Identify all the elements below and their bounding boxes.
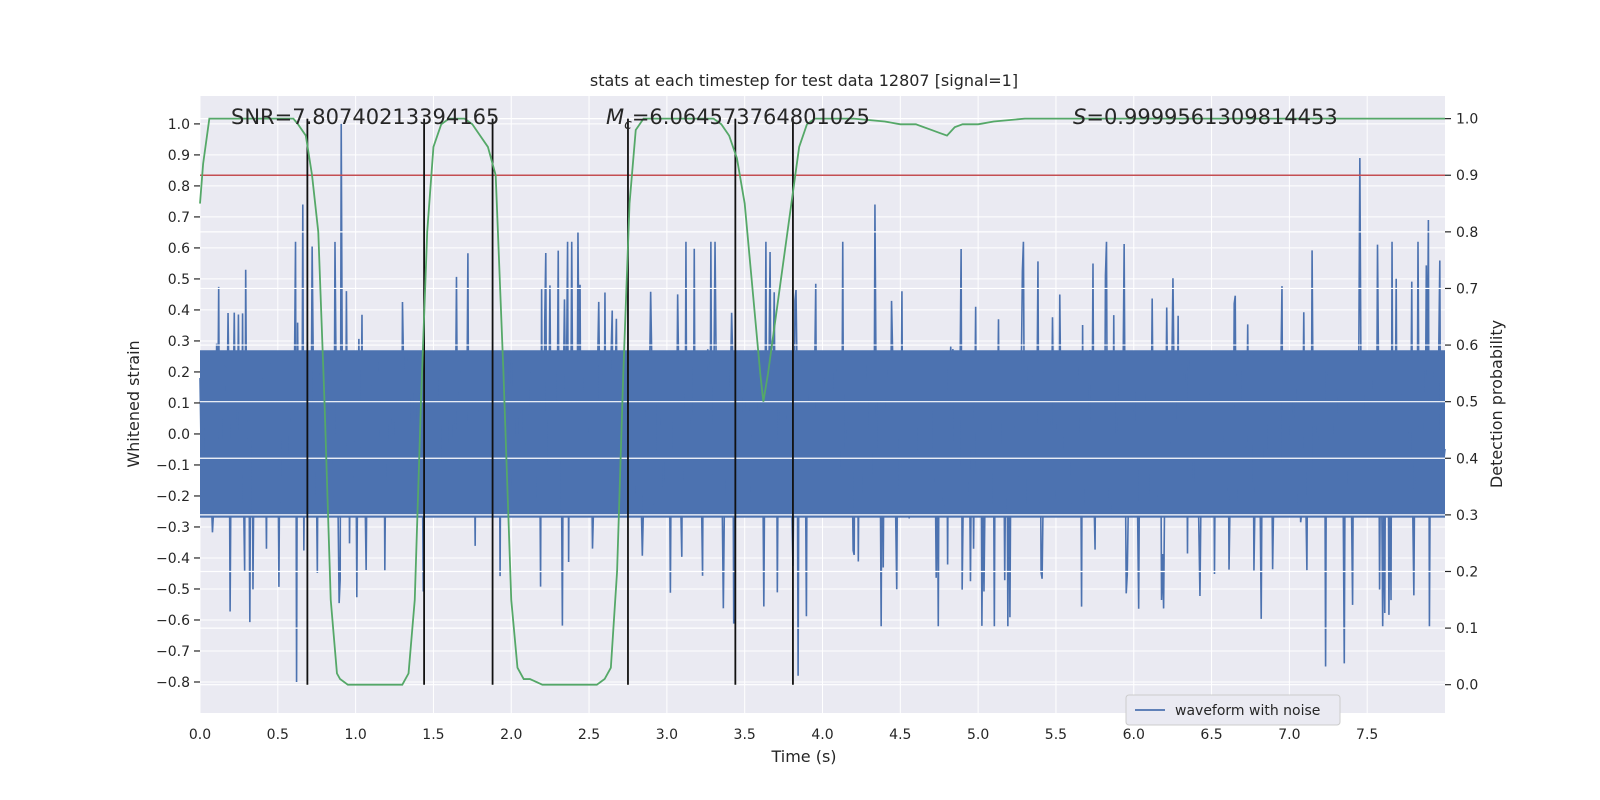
x-tick-label: 2.5 — [578, 727, 600, 743]
waveform-line — [199, 123, 1446, 682]
y2-tick-label: 0.5 — [1456, 395, 1478, 411]
y-tick-label: −0.4 — [156, 551, 190, 567]
waveform-series — [199, 123, 1446, 682]
y-tick-label: 0.9 — [168, 148, 190, 164]
y2-tick-label: 0.0 — [1456, 678, 1478, 694]
y-tick-label: 0.2 — [168, 365, 190, 381]
y2-tick-label: 0.8 — [1456, 225, 1478, 241]
y-tick-label: −0.8 — [156, 675, 190, 691]
right-axis-gridlines — [200, 118, 1445, 686]
mc-annotation: Mc=6.064573764801025 — [606, 105, 870, 133]
event-markers — [306, 118, 794, 685]
y-tick-label: −0.2 — [156, 489, 190, 505]
s-annotation: S=0.9999561309814453 — [1073, 105, 1338, 129]
y-tick-label: 0.4 — [168, 303, 190, 319]
y-tick-label: −0.7 — [156, 644, 190, 660]
x-tick-label: 0.0 — [189, 727, 211, 743]
x-tick-label: 4.0 — [811, 727, 833, 743]
y-axis-label: Whitened strain — [124, 340, 143, 467]
y2-tick-label: 0.6 — [1456, 338, 1478, 354]
y2-tick-label: 1.0 — [1456, 112, 1478, 128]
legend-box — [1125, 694, 1341, 726]
y-tick-label: −0.5 — [156, 582, 190, 598]
y-tick-label: −0.1 — [156, 458, 190, 474]
x-tick-label: 2.0 — [500, 727, 522, 743]
y-tick-label: −0.6 — [156, 613, 190, 629]
x-tick-label: 0.5 — [267, 727, 289, 743]
y2-tick-label: 0.3 — [1456, 508, 1478, 524]
x-tick-label: 1.5 — [422, 727, 444, 743]
x-tick-label: 7.5 — [1356, 727, 1378, 743]
y-tick-label: 0.6 — [168, 241, 190, 257]
y-tick-label: 0.7 — [168, 210, 190, 226]
y2-axis-label: Detection probability — [1487, 320, 1506, 488]
x-tick-label: 3.5 — [734, 727, 756, 743]
y-tick-label: 1.0 — [168, 117, 190, 133]
legend: waveform with noise — [1125, 694, 1341, 726]
y2-tick-label: 0.1 — [1456, 621, 1478, 637]
x-tick-label: 6.0 — [1123, 727, 1145, 743]
x-tick-label: 6.5 — [1200, 727, 1222, 743]
x-tick-label: 4.5 — [889, 727, 911, 743]
snr-annotation: SNR=7.80740213394165 — [231, 105, 499, 129]
x-tick-label: 1.0 — [344, 727, 366, 743]
y2-tick-label: 0.7 — [1456, 281, 1478, 297]
x-tick-label: 3.0 — [656, 727, 678, 743]
chart-title: stats at each timestep for test data 128… — [590, 71, 1018, 90]
x-tick-label: 5.0 — [967, 727, 989, 743]
x-tick-label: 5.5 — [1045, 727, 1067, 743]
probability-line — [199, 117, 1445, 686]
y-tick-label: 0.5 — [168, 272, 190, 288]
y-tick-label: 0.3 — [168, 334, 190, 350]
y2-axis-ticks: 0.0 0.1 0.2 0.3 0.4 0.5 0.6 0.7 0.8 0.9 1.0 — [1445, 112, 1478, 694]
y-tick-label: 0.1 — [168, 396, 190, 412]
y-tick-label: 0.8 — [168, 179, 190, 195]
y2-tick-label: 0.9 — [1456, 168, 1478, 184]
y-tick-label: −0.3 — [156, 520, 190, 536]
x-axis-label: Time (s) — [770, 747, 836, 766]
x-axis-ticks: 0.0 0.5 1.0 1.5 2.0 2.5 3.0 3.5 4.0 4.5 5.0 5.5 6.0 6… — [189, 727, 1378, 743]
legend-label: waveform with noise — [1175, 703, 1320, 719]
y2-tick-label: 0.4 — [1456, 451, 1478, 467]
y2-tick-label: 0.2 — [1456, 564, 1478, 580]
x-tick-label: 7.0 — [1278, 727, 1300, 743]
y-tick-label: 0.0 — [168, 427, 190, 443]
y-axis-ticks: −0.8 −0.7 −0.6 −0.5 −0.4 −0.3 −0.2 −0.1 0.0 0.1 0.… — [156, 117, 200, 691]
